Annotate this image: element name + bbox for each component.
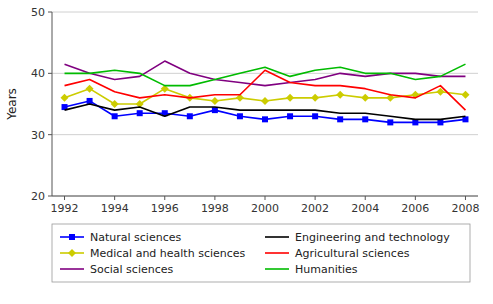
x-tick-label: 1992 (51, 202, 79, 215)
x-tick (214, 196, 215, 200)
x-tick (315, 196, 316, 200)
legend-label: Humanities (295, 263, 358, 276)
legend-swatch (60, 268, 84, 270)
series-marker (387, 119, 393, 125)
series-marker (311, 94, 319, 102)
series-marker (211, 97, 219, 105)
y-axis (52, 12, 53, 196)
series-marker (336, 91, 344, 99)
legend-label: Natural sciences (90, 231, 181, 244)
x-tick (64, 196, 65, 200)
y-tick (48, 134, 52, 135)
legend: Natural sciences Medical and health scien… (52, 224, 470, 282)
series-marker (137, 110, 143, 116)
series-marker (237, 113, 243, 119)
series-marker (87, 98, 93, 104)
series-marker (112, 113, 118, 119)
series-line (65, 61, 466, 86)
x-tick-label: 2000 (251, 202, 279, 215)
chart: 20 30 40 50 1992 1994 1996 1998 2000 2002 2004 2006… (0, 0, 493, 304)
series-marker (262, 116, 268, 122)
grid-line (52, 12, 478, 13)
series-marker (286, 94, 294, 102)
series-marker (362, 116, 368, 122)
x-axis (52, 196, 478, 197)
legend-swatch (265, 268, 289, 270)
x-tick-label: 1996 (151, 202, 179, 215)
legend-label: Medical and health sciences (90, 247, 246, 260)
y-axis-label: Years (5, 88, 19, 121)
x-tick-label: 2002 (301, 202, 329, 215)
series-marker (187, 113, 193, 119)
legend-label: Agricultural sciences (295, 247, 410, 260)
x-tick (164, 196, 165, 200)
series-marker (61, 94, 69, 102)
series-marker (111, 100, 119, 108)
series-marker (412, 119, 418, 125)
x-tick-label: 2006 (401, 202, 429, 215)
series-marker (312, 113, 318, 119)
x-tick (265, 196, 266, 200)
y-tick-label: 20 (31, 190, 45, 203)
series-marker (337, 116, 343, 122)
x-tick-label: 1994 (101, 202, 129, 215)
series-marker (287, 113, 293, 119)
grid-line (52, 134, 478, 135)
y-tick (48, 73, 52, 74)
series-marker (361, 94, 369, 102)
y-tick-label: 30 (31, 129, 45, 142)
y-tick (48, 12, 52, 13)
x-tick-label: 1998 (201, 202, 229, 215)
plot-area (61, 61, 470, 125)
y-tick (48, 196, 52, 197)
series-marker (461, 91, 469, 99)
series-marker (261, 97, 269, 105)
x-tick (415, 196, 416, 200)
y-tick-label: 40 (31, 67, 45, 80)
legend-frame (52, 224, 470, 282)
legend-marker (69, 234, 75, 240)
grid-line (52, 196, 478, 197)
series-line (65, 104, 466, 119)
legend-swatch (265, 252, 289, 254)
y-tick-label: 50 (31, 6, 45, 19)
series-marker (437, 119, 443, 125)
x-tick (365, 196, 366, 200)
x-tick (465, 196, 466, 200)
legend-label: Social sciences (90, 263, 173, 276)
legend-label: Engineering and technology (295, 231, 450, 244)
x-tick (114, 196, 115, 200)
series-marker (86, 85, 94, 93)
series-line (65, 64, 466, 85)
x-tick-label: 2008 (451, 202, 479, 215)
x-tick-label: 2004 (351, 202, 379, 215)
legend-marker (68, 249, 76, 257)
legend-swatch (265, 236, 289, 238)
